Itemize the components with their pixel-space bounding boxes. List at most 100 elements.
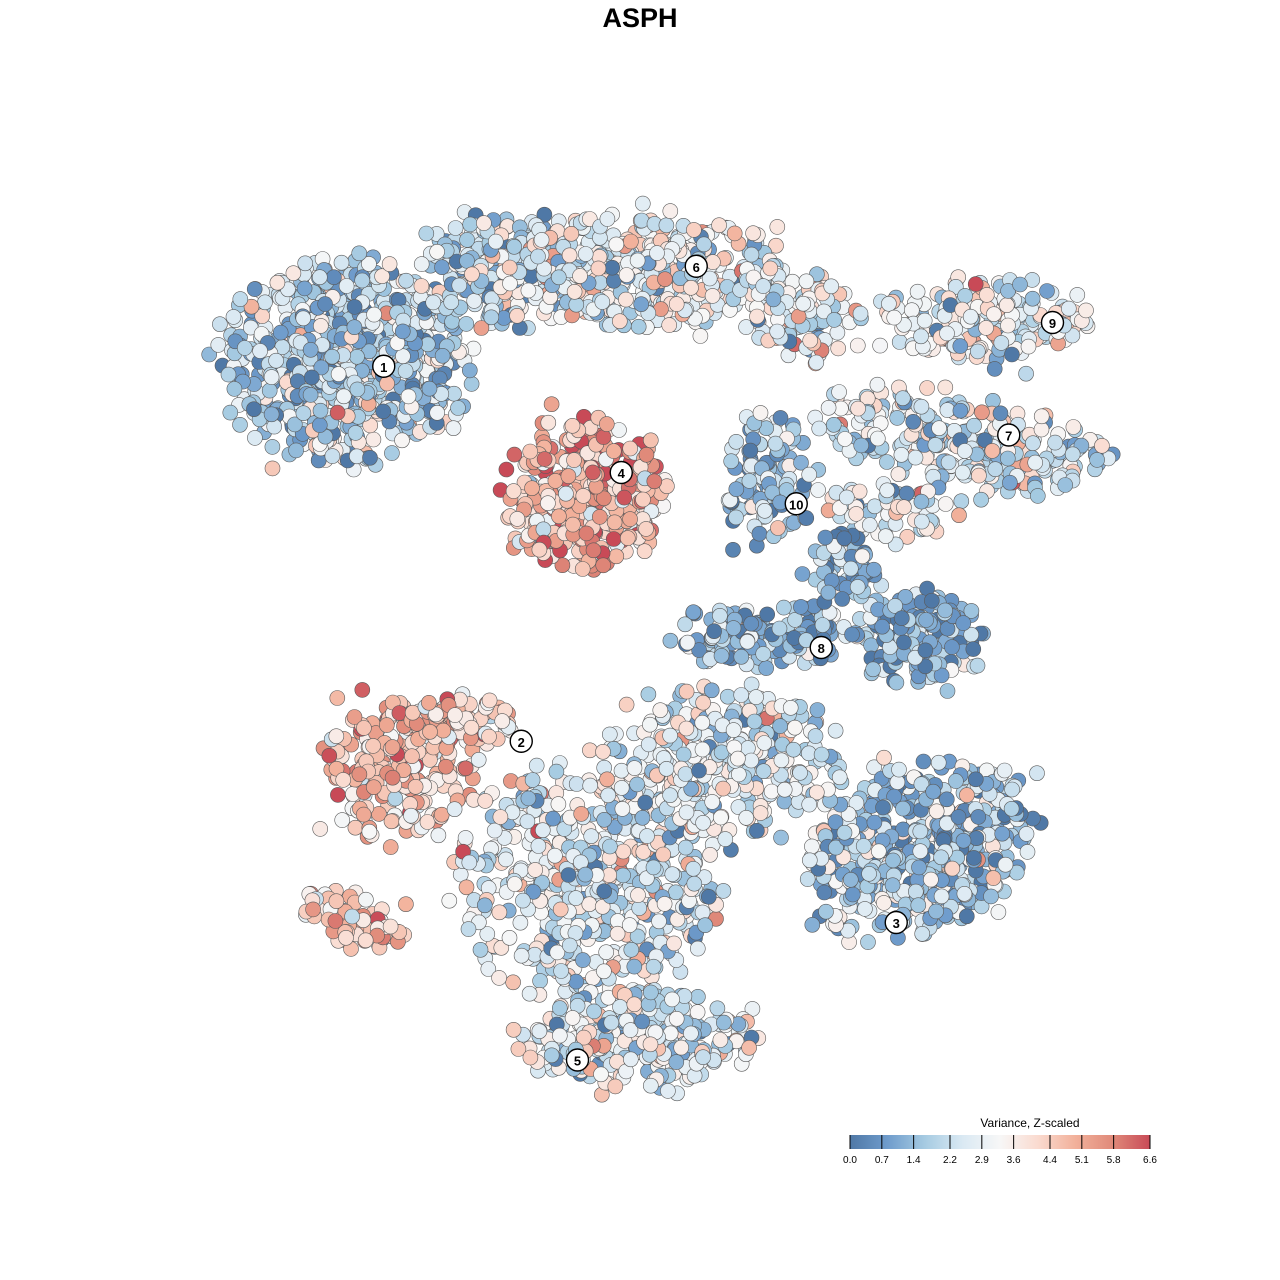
data-point: [1094, 437, 1110, 454]
data-point: [642, 1077, 659, 1094]
legend-tick-label: 2.9: [975, 1155, 989, 1166]
data-point: [677, 839, 694, 856]
data-point: [1030, 488, 1046, 504]
data-point: [952, 338, 969, 354]
data-point: [938, 791, 955, 808]
data-point: [329, 404, 346, 421]
data-point: [742, 442, 759, 459]
data-point: [709, 1000, 726, 1017]
data-point: [662, 727, 678, 744]
data-point: [481, 728, 497, 745]
data-point: [793, 599, 809, 615]
data-point: [749, 308, 765, 325]
data-point: [773, 752, 790, 769]
data-point: [334, 812, 351, 828]
data-point: [772, 718, 788, 734]
data-point: [984, 443, 1001, 459]
data-point: [561, 937, 578, 954]
data-point: [461, 854, 478, 871]
data-point: [872, 337, 888, 354]
data-point: [712, 1032, 729, 1048]
data-point: [686, 875, 703, 892]
data-point: [749, 822, 765, 839]
data-point: [583, 828, 600, 845]
data-point: [403, 807, 419, 824]
data-point: [818, 903, 834, 920]
data-point: [823, 278, 840, 295]
data-point: [446, 801, 463, 818]
data-point: [498, 851, 514, 868]
data-point: [948, 773, 964, 789]
data-point: [834, 591, 851, 607]
data-point: [551, 508, 567, 525]
data-point: [966, 417, 982, 434]
data-point: [586, 1003, 602, 1020]
color-legend: Variance, Z-scaled 0.0 0.7 1.4 2.2 2.9 3.6 4.4…: [843, 1116, 1157, 1166]
data-point: [629, 776, 645, 793]
data-point: [382, 839, 399, 855]
data-point: [560, 867, 577, 883]
data-point: [955, 832, 972, 849]
data-point: [464, 266, 480, 283]
data-point: [302, 387, 319, 403]
data-point: [911, 859, 927, 876]
data-point: [706, 623, 722, 640]
data-point: [642, 432, 659, 449]
data-point: [626, 958, 643, 975]
data-point: [295, 310, 312, 327]
data-point: [933, 888, 950, 905]
data-point: [252, 343, 268, 359]
data-point: [378, 717, 395, 733]
data-point: [435, 722, 452, 739]
data-point: [312, 318, 329, 334]
data-point: [912, 823, 929, 840]
data-point: [598, 416, 615, 432]
data-point: [515, 892, 531, 909]
data-point: [618, 696, 635, 713]
data-point: [998, 297, 1015, 314]
data-point: [678, 683, 695, 700]
data-point: [225, 309, 242, 325]
data-point: [296, 280, 313, 297]
data-point: [601, 726, 618, 743]
data-point: [928, 803, 945, 820]
data-point: [605, 443, 622, 459]
data-point: [804, 916, 821, 933]
data-point: [969, 657, 986, 674]
data-point: [913, 513, 930, 530]
data-point: [430, 827, 447, 844]
cluster-label-8: 8: [809, 635, 833, 660]
data-point: [603, 1014, 620, 1031]
data-point: [1012, 276, 1028, 293]
data-point: [590, 260, 607, 277]
data-point: [810, 482, 826, 498]
data-point: [498, 461, 515, 478]
data-point: [918, 612, 934, 628]
data-point: [1065, 419, 1082, 435]
data-point: [923, 592, 940, 609]
data-point: [686, 222, 702, 238]
data-point: [683, 1025, 699, 1042]
data-point: [896, 499, 912, 516]
data-point: [429, 244, 445, 260]
data-point: [636, 543, 653, 560]
data-point: [639, 828, 655, 844]
data-point: [767, 435, 784, 452]
data-point: [715, 780, 731, 797]
data-point: [915, 753, 932, 770]
data-point: [1000, 317, 1016, 334]
data-point: [212, 316, 228, 333]
data-point: [264, 439, 281, 455]
data-point: [914, 925, 931, 942]
data-point: [987, 461, 1004, 478]
data-point: [985, 870, 1002, 886]
data-point: [470, 751, 487, 768]
data-point: [531, 541, 548, 558]
data-point: [743, 752, 760, 769]
data-point: [825, 416, 842, 433]
data-point: [756, 502, 773, 519]
data-point: [630, 318, 647, 335]
data-point: [802, 332, 819, 349]
data-point: [662, 632, 679, 649]
data-point: [811, 420, 828, 437]
